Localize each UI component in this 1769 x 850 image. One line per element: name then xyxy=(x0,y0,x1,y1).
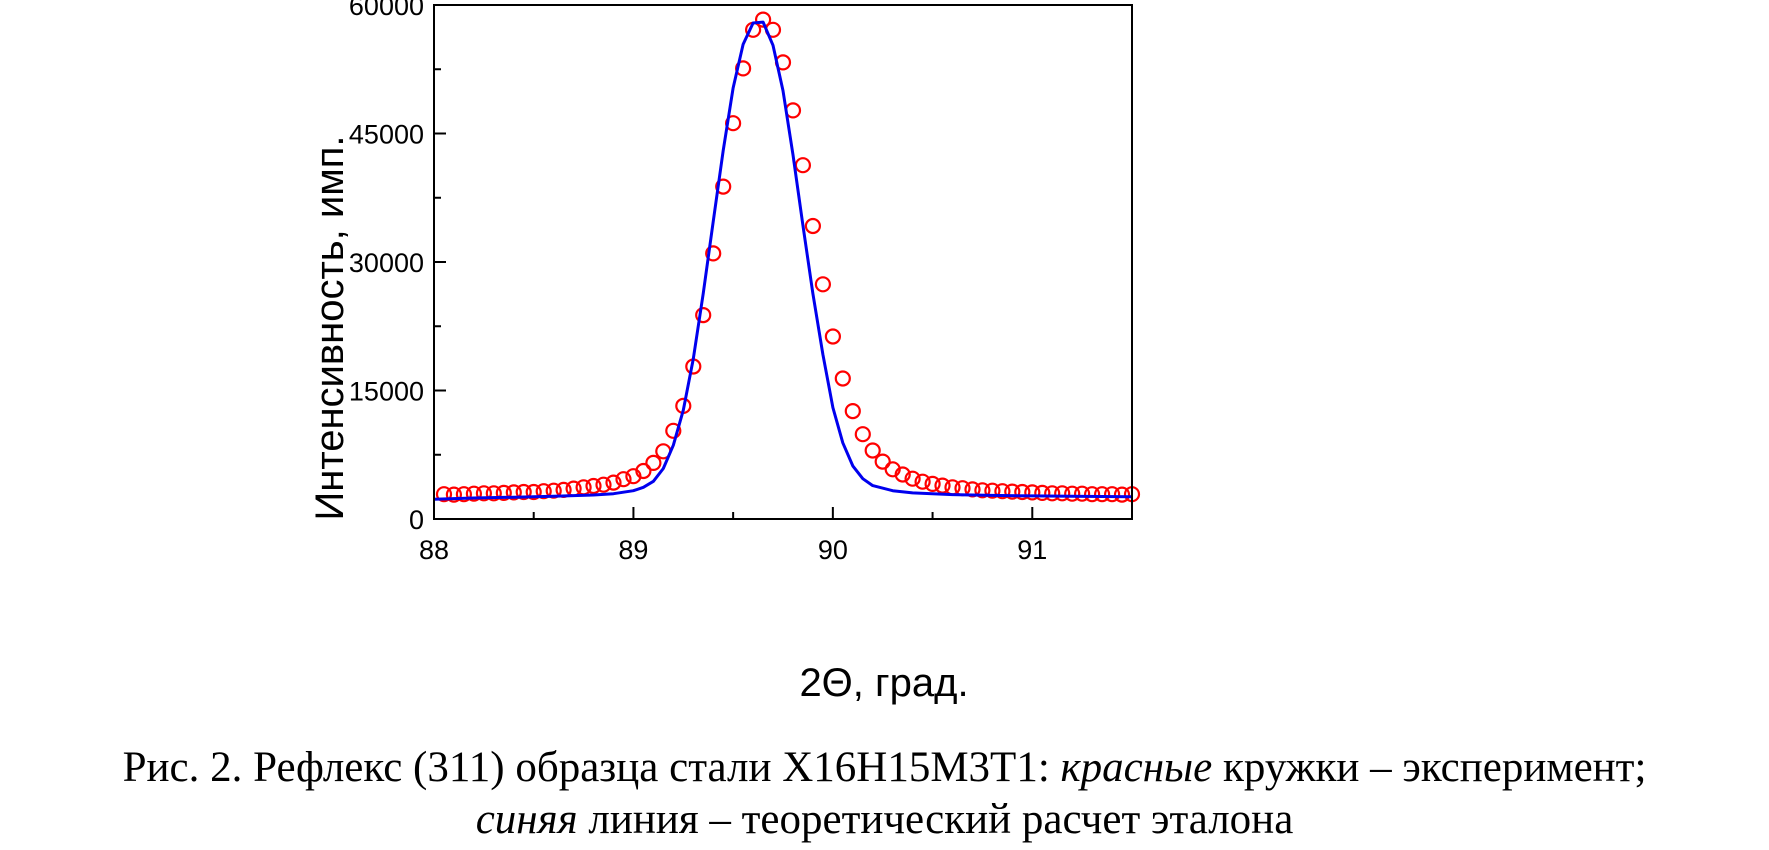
experiment-point xyxy=(535,483,552,500)
experiment-point xyxy=(515,483,532,501)
experiment-point xyxy=(914,473,931,490)
caption-line-2: синяя линия – теоретический расчет этало… xyxy=(0,794,1769,846)
theory-line xyxy=(433,20,1133,501)
experiment-point xyxy=(904,470,921,487)
experiment-point xyxy=(1024,484,1041,501)
experiment-point xyxy=(435,486,453,503)
chart: 88 89 90 91 0 15000 30000 45000 60000 2Θ, град.… xyxy=(308,0,1141,705)
experiment-point xyxy=(864,442,881,459)
experiment-point xyxy=(1004,483,1021,500)
plot-frame xyxy=(433,4,1133,520)
experiment-point xyxy=(1073,485,1091,502)
experiment-point xyxy=(924,475,941,492)
plot-area xyxy=(433,4,1141,520)
experiment-point xyxy=(495,484,512,501)
experiment-point xyxy=(804,217,822,235)
experiment-point xyxy=(934,477,951,494)
x-tick-label: 88 xyxy=(419,535,449,565)
y-tick-label: 15000 xyxy=(349,377,424,407)
experiment-point xyxy=(844,403,861,420)
caption-italic-blue: синяя xyxy=(475,796,578,843)
experiment-point xyxy=(1103,486,1121,503)
experiment-point xyxy=(465,485,482,502)
x-axis: 88 89 90 91 xyxy=(419,507,1047,565)
experiment-point xyxy=(665,422,682,439)
experiment-point xyxy=(455,486,472,503)
experiment-point xyxy=(1064,485,1081,502)
experiment-point xyxy=(974,482,991,499)
experiment-point xyxy=(1054,485,1071,502)
x-axis-title: 2Θ, град. xyxy=(799,661,968,705)
experiment-point xyxy=(994,483,1011,500)
y-tick-label: 45000 xyxy=(349,120,424,150)
experiment-point xyxy=(715,178,732,195)
experiment-point xyxy=(615,471,632,488)
experiment-point xyxy=(1044,485,1061,502)
experiment-point xyxy=(854,426,871,443)
experiment-point xyxy=(705,245,722,262)
experiment-point xyxy=(695,307,712,324)
experiment-point xyxy=(984,482,1001,499)
experiment-point xyxy=(1093,486,1111,503)
experiment-point xyxy=(834,370,851,387)
experiment-point xyxy=(1113,486,1131,503)
experiment-point xyxy=(445,486,462,503)
experiment-point xyxy=(754,11,772,28)
experiment-point xyxy=(585,477,602,495)
figure-caption: Рис. 2. Рефлекс (311) образца стали Х16Н… xyxy=(0,742,1769,846)
experiment-point xyxy=(525,483,542,501)
experiment-point xyxy=(814,276,832,293)
caption-text: Рис. 2. Рефлекс (311) образца стали Х16Н… xyxy=(122,744,1061,791)
experiment-point xyxy=(1034,484,1051,501)
experiment-point xyxy=(824,328,842,345)
caption-line-1: Рис. 2. Рефлекс (311) образца стали Х16Н… xyxy=(0,742,1769,794)
y-tick-label: 0 xyxy=(409,505,424,535)
experiment-point xyxy=(1083,486,1101,503)
y-tick-label: 30000 xyxy=(349,248,424,278)
x-tick-label: 90 xyxy=(818,535,848,565)
experiment-point xyxy=(485,485,502,502)
experiment-point xyxy=(794,157,812,174)
experiment-point xyxy=(894,466,911,483)
y-axis-title: Интенсивность, имп. xyxy=(308,136,352,521)
experiment-point xyxy=(595,476,612,493)
experiment-point xyxy=(475,485,492,502)
experiment-point xyxy=(645,454,662,471)
experiment-point xyxy=(505,484,522,501)
caption-text: кружки – эксперимент; xyxy=(1212,744,1647,791)
x-tick-label: 91 xyxy=(1017,535,1047,565)
experiment-point xyxy=(605,474,622,491)
caption-text: линия – теоретический расчет эталона xyxy=(577,796,1294,843)
experiment-point xyxy=(635,462,652,480)
caption-italic-red: красные xyxy=(1060,744,1213,791)
experiment-point xyxy=(874,453,891,470)
y-axis: 0 15000 30000 45000 60000 xyxy=(349,0,446,535)
x-tick-label: 89 xyxy=(618,535,648,565)
y-tick-label: 60000 xyxy=(349,0,424,21)
experiment-point xyxy=(1014,483,1031,501)
